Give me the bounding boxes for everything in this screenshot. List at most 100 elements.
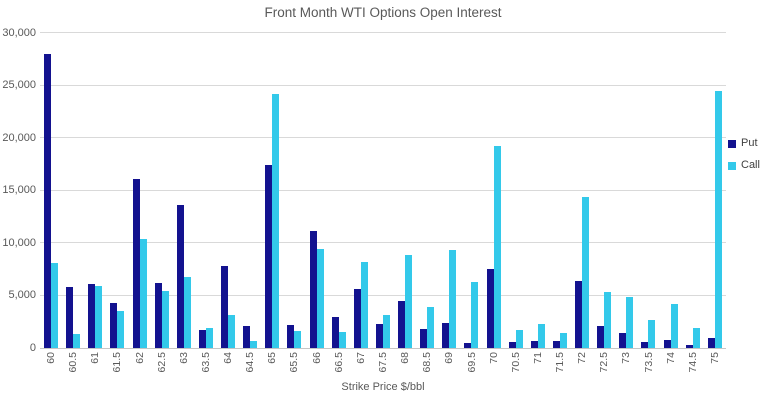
x-tick-label-62.5: 62.5 xyxy=(155,352,168,373)
y-tick-label-15000: 15,000 xyxy=(2,184,36,196)
bar-put-67 xyxy=(353,289,361,348)
gridline-30000 xyxy=(40,32,726,33)
bar-group-68 xyxy=(394,33,416,348)
x-tick-label-65: 65 xyxy=(266,352,279,364)
x-tick-label-70.5: 70.5 xyxy=(509,352,522,373)
bar-call-63.5 xyxy=(205,328,213,348)
bar-put-68.5 xyxy=(420,329,428,348)
bar-put-64 xyxy=(221,266,229,348)
bar-put-73 xyxy=(619,333,627,348)
bar-call-67 xyxy=(360,261,368,348)
bar-group-64 xyxy=(217,33,239,348)
x-tick-label-61: 61 xyxy=(89,352,102,364)
bar-put-75 xyxy=(707,337,715,348)
bar-call-60.5 xyxy=(73,334,81,348)
x-tick-label-67: 67 xyxy=(354,352,367,364)
x-tick-label-70: 70 xyxy=(487,352,500,364)
y-tick-label-20000: 20,000 xyxy=(2,131,36,144)
x-tick-label-73.5: 73.5 xyxy=(642,352,655,373)
x-tick-label-61.5: 61.5 xyxy=(111,352,124,373)
bar-group-62.5 xyxy=(151,33,173,348)
chart-title: Front Month WTI Options Open Interest xyxy=(264,5,502,20)
x-tick-label-73: 73 xyxy=(620,352,633,364)
x-tick-label-60.5: 60.5 xyxy=(67,352,80,373)
x-tick-label-74: 74 xyxy=(664,352,677,364)
bar-group-62 xyxy=(129,33,151,348)
legend-swatch-call-icon xyxy=(728,161,736,170)
gridline-20000 xyxy=(40,137,726,138)
bar-call-68 xyxy=(405,254,413,348)
bar-call-69.5 xyxy=(471,281,479,348)
bar-call-69 xyxy=(449,250,457,348)
bar-group-72.5 xyxy=(593,33,615,348)
bar-call-65 xyxy=(272,93,280,348)
x-tick-label-75: 75 xyxy=(708,352,721,364)
bar-call-64 xyxy=(228,315,236,348)
bar-put-63 xyxy=(176,205,184,348)
bar-put-65.5 xyxy=(287,324,295,348)
bar-call-75 xyxy=(714,90,722,348)
bar-call-73.5 xyxy=(648,319,656,348)
x-tick-label-66.5: 66.5 xyxy=(332,352,345,373)
bar-put-69 xyxy=(442,322,450,348)
bar-call-67.5 xyxy=(382,315,390,348)
bar-group-73 xyxy=(615,33,637,348)
bar-put-71 xyxy=(530,340,538,348)
x-tick-label-64: 64 xyxy=(222,352,235,364)
bar-group-60.5 xyxy=(62,33,84,348)
bar-group-67 xyxy=(350,33,372,348)
x-tick-label-69: 69 xyxy=(443,352,456,364)
x-tick-label-60: 60 xyxy=(45,352,58,364)
bar-group-70 xyxy=(483,33,505,348)
x-tick-label-69.5: 69.5 xyxy=(465,352,478,373)
y-tick-label-25000: 25,000 xyxy=(2,79,36,91)
bar-group-63 xyxy=(173,33,195,348)
bar-group-63.5 xyxy=(195,33,217,348)
y-tick-label-0: 0 xyxy=(29,341,36,354)
bar-call-60 xyxy=(51,262,59,348)
bar-put-68 xyxy=(398,300,406,348)
bar-call-71.5 xyxy=(559,333,567,348)
bar-call-65.5 xyxy=(294,331,302,348)
bar-put-60 xyxy=(44,54,52,348)
y-tick-label-5000: 5,000 xyxy=(8,289,36,302)
y-tick-label-10000: 10,000 xyxy=(2,236,36,249)
bar-group-72 xyxy=(571,33,593,348)
x-tick-label-65.5: 65.5 xyxy=(288,352,301,373)
x-tick-label-74.5: 74.5 xyxy=(686,352,699,373)
bar-call-61.5 xyxy=(117,311,125,348)
bar-group-67.5 xyxy=(372,33,394,348)
bar-group-71 xyxy=(527,33,549,348)
x-tick-label-63.5: 63.5 xyxy=(199,352,212,373)
x-tick-label-71.5: 71.5 xyxy=(554,352,567,373)
bar-call-63 xyxy=(183,276,191,348)
bar-group-64.5 xyxy=(239,33,261,348)
legend-item-call: Call xyxy=(728,160,760,171)
bar-call-66.5 xyxy=(338,332,346,348)
bar-put-61.5 xyxy=(110,302,118,348)
x-tick-label-68.5: 68.5 xyxy=(421,352,434,373)
gridline-5000 xyxy=(40,294,726,296)
bar-group-71.5 xyxy=(549,33,571,348)
bar-call-71 xyxy=(537,323,545,348)
bar-group-75 xyxy=(704,33,726,348)
bar-put-66.5 xyxy=(331,316,339,348)
bar-put-71.5 xyxy=(552,340,560,348)
legend-label-call: Call xyxy=(741,159,760,171)
x-tick-label-66: 66 xyxy=(310,352,323,364)
x-tick-label-72: 72 xyxy=(576,352,589,364)
bar-put-74 xyxy=(663,339,671,348)
bar-group-70.5 xyxy=(505,33,527,348)
bar-put-69.5 xyxy=(464,342,472,348)
bar-group-65.5 xyxy=(283,33,305,348)
bar-call-72 xyxy=(582,196,590,348)
bar-put-73.5 xyxy=(641,341,649,348)
bar-group-61 xyxy=(84,33,106,348)
bar-call-66 xyxy=(316,249,324,348)
bar-call-62.5 xyxy=(161,291,169,348)
x-axis-tick-labels: 60 60.5 61 61.5 62 62.5 63 63.5 64 64.5 65 65.5 66 66… xyxy=(40,352,726,384)
bar-put-66 xyxy=(309,231,317,348)
bar-call-62 xyxy=(139,238,147,348)
bar-put-74.5 xyxy=(685,344,693,348)
legend: Put Call xyxy=(728,138,760,171)
